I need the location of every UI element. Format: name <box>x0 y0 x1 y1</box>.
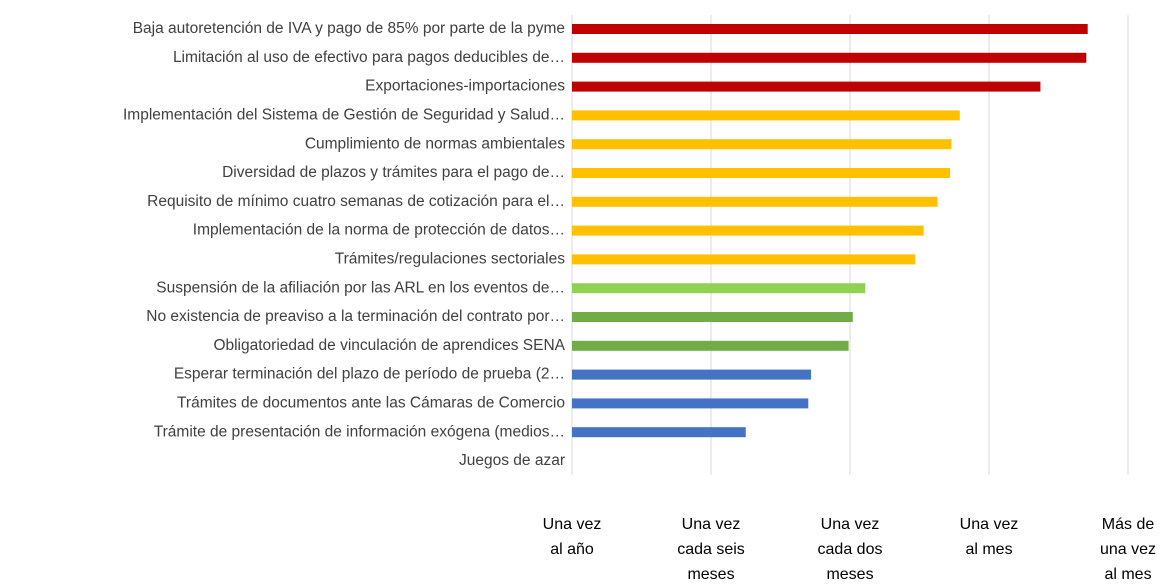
bar <box>572 340 849 351</box>
category-label: Suspensión de la afiliación por las ARL … <box>156 279 565 296</box>
category-label: Esperar terminación del plazo de período… <box>174 366 565 383</box>
category-label: Cumplimiento de normas ambientales <box>305 135 565 152</box>
category-label: Trámites/regulaciones sectoriales <box>335 250 566 267</box>
bar <box>572 139 952 150</box>
category-label: Juegos de azar <box>459 452 565 469</box>
category-label: Exportaciones-importaciones <box>365 78 565 95</box>
bar <box>572 196 938 207</box>
bar <box>572 369 812 380</box>
bar <box>572 254 916 265</box>
x-tick-label: Una vez al año <box>542 516 602 558</box>
x-tick-label: Una vez al mes <box>959 516 1019 558</box>
bar <box>572 24 1088 34</box>
category-label: Baja autoretención de IVA y pago de 85% … <box>133 20 565 37</box>
category-label: Obligatoriedad de vinculación de aprendi… <box>213 337 565 354</box>
category-label: Requisito de mínimo cuatro semanas de co… <box>147 193 565 210</box>
bar <box>572 110 960 121</box>
bar <box>572 312 853 322</box>
category-label: Limitación al uso de efectivo para pagos… <box>173 49 565 66</box>
x-tick-label: Más de una vez al mes <box>1099 516 1157 583</box>
category-label: Trámites de documentos ante las Cámaras … <box>177 394 565 411</box>
category-label: Trámite de presentación de información e… <box>154 423 565 440</box>
bar <box>572 168 951 178</box>
bar <box>572 398 809 409</box>
bar <box>572 283 866 294</box>
bar <box>572 81 1041 92</box>
category-label: Diversidad de plazos y trámites para el … <box>222 164 565 181</box>
bar <box>572 52 1087 63</box>
bar <box>572 427 746 438</box>
x-tick-label: Una vez cada dos meses <box>817 516 883 583</box>
bar <box>572 225 924 236</box>
category-label: No existencia de preaviso a la terminaci… <box>146 308 565 325</box>
category-label: Implementación del Sistema de Gestión de… <box>123 106 565 123</box>
category-label: Implementación de la norma de protección… <box>193 222 565 239</box>
x-tick-label: Una vez cada seis meses <box>677 516 745 583</box>
